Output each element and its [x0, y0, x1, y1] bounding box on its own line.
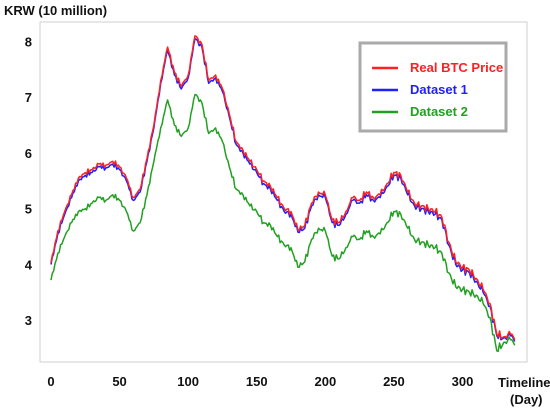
series-lines: [50, 35, 516, 353]
x-tick-label: 150: [246, 374, 268, 389]
y-axis-title: KRW (10 million): [4, 3, 107, 18]
y-axis-ticks: 3 4 5 6 7 8: [25, 35, 33, 329]
x-axis-title-line2: (Day): [510, 392, 543, 407]
series-line-dataset-2: [50, 93, 516, 353]
legend-label-dataset-2: Dataset 2: [410, 104, 468, 119]
plot-frame: [39, 21, 528, 363]
y-tick-label: 5: [25, 202, 32, 217]
legend-label-dataset-1: Dataset 1: [410, 82, 468, 97]
legend: Real BTC Price Dataset 1 Dataset 2: [358, 41, 508, 133]
x-tick-label: 200: [314, 374, 336, 389]
x-axis-ticks: 0 50 100 150 200 250 300: [47, 374, 473, 389]
legend-label-real-btc-price: Real BTC Price: [410, 60, 503, 75]
y-tick-label: 8: [25, 35, 32, 50]
x-tick-label: 50: [112, 374, 126, 389]
x-tick-label: 250: [383, 374, 405, 389]
x-axis-title-line1: Timeline: [498, 375, 550, 390]
x-tick-label: 100: [177, 374, 199, 389]
y-tick-label: 7: [25, 90, 32, 105]
x-tick-label: 0: [47, 374, 54, 389]
y-tick-label: 4: [25, 257, 33, 272]
series-line-real-btc-price: [50, 35, 516, 341]
y-tick-label: 6: [25, 146, 32, 161]
legend-box: [358, 41, 508, 133]
y-tick-label: 3: [25, 313, 32, 328]
x-tick-label: 300: [452, 374, 474, 389]
